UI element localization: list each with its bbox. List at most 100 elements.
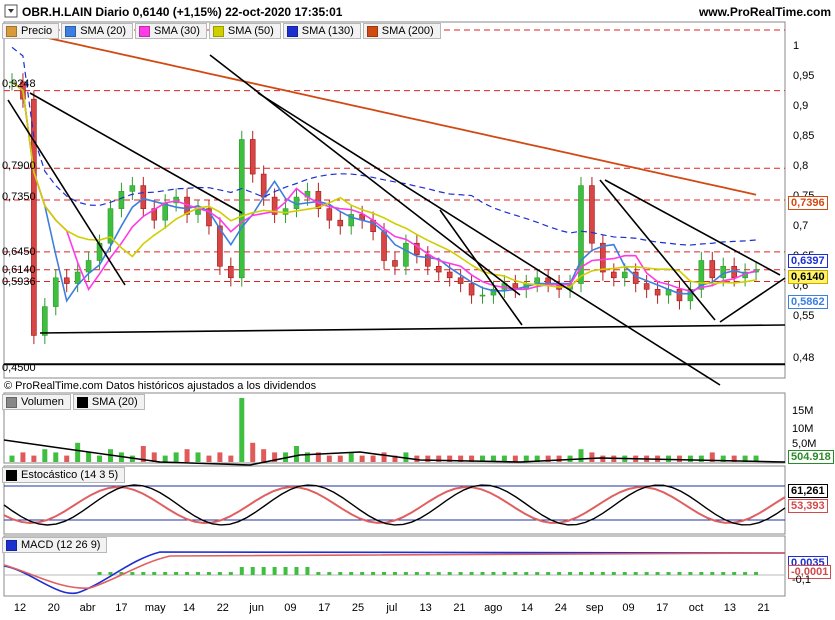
macd-histogram-bar — [578, 572, 583, 575]
legend-sma200[interactable]: SMA (200) — [362, 23, 441, 39]
macd-histogram-bar — [677, 572, 682, 575]
macd-histogram-bar — [119, 572, 124, 575]
legend-volumen[interactable]: Volumen — [2, 394, 71, 410]
axis-tick: 5,0M — [792, 438, 817, 450]
macd-histogram-bar — [403, 572, 408, 575]
volume-sma-line — [3, 439, 786, 466]
candle — [600, 242, 606, 273]
volume-bar — [589, 452, 595, 462]
header-bar: OBR.H.LAIN Diario 0,6140 (+1,15%) 22-oct… — [0, 0, 835, 22]
candle — [217, 225, 223, 267]
volume-bar — [490, 455, 496, 462]
menu-icon[interactable] — [4, 4, 18, 18]
macd-histogram-bar — [371, 572, 376, 575]
legend-sma30[interactable]: SMA (30) — [135, 23, 207, 39]
level-label: 0,5936 — [2, 276, 36, 288]
macd-histogram-bar — [732, 572, 737, 575]
candle — [698, 260, 705, 290]
macd-histogram-bar — [196, 572, 201, 575]
candle — [720, 265, 727, 279]
volume-bar — [512, 455, 518, 462]
macd-histogram-bar — [524, 572, 529, 575]
legend-stochastic[interactable]: Estocástico (14 3 5) — [2, 467, 126, 483]
legend-precio[interactable]: Precio — [2, 23, 60, 39]
candle — [479, 294, 486, 297]
candle — [392, 260, 398, 267]
volume-bar — [228, 455, 234, 462]
volume-bar — [753, 455, 759, 462]
macd-histogram-bar — [261, 567, 266, 575]
volume-value: 504.918 — [788, 450, 834, 464]
macd-histogram-bar — [655, 572, 660, 575]
volume-bar — [86, 452, 92, 462]
x-axis-label: 13 — [724, 602, 736, 614]
stoch-k-line — [3, 484, 786, 526]
legend-macd[interactable]: MACD (12 26 9) — [2, 537, 108, 553]
level-label: 0,7900 — [2, 160, 36, 172]
volume-bar — [359, 455, 365, 462]
macd-histogram-bar — [228, 572, 233, 575]
macd-histogram-bar — [480, 572, 485, 575]
x-axis-label: jun — [248, 602, 264, 614]
trend-line — [39, 324, 786, 334]
sma30-line — [11, 81, 757, 293]
macd-histogram-bar — [425, 572, 430, 575]
volume-bar — [698, 455, 704, 462]
macd-histogram-bar — [469, 572, 474, 575]
volume-bar — [556, 455, 562, 462]
legend-sma130[interactable]: SMA (130) — [282, 23, 361, 39]
macd-histogram-bar — [710, 572, 715, 575]
volume-bar — [42, 449, 48, 462]
macd-histogram-bar — [272, 567, 277, 575]
candle — [621, 271, 628, 279]
x-axis-label: 14 — [183, 602, 195, 614]
macd-histogram-bar — [414, 572, 419, 575]
level-label: 0,4500 — [2, 362, 36, 374]
macd-histogram-bar — [721, 572, 726, 575]
candle — [42, 306, 48, 336]
macd-histogram-bar — [688, 572, 693, 575]
level-label: 0,7350 — [2, 191, 36, 203]
site-url[interactable]: www.ProRealTime.com — [698, 5, 831, 19]
macd-signal-value: -0,0001 — [788, 565, 832, 579]
axis-tick: 0,48 — [793, 352, 815, 364]
candle — [107, 208, 114, 244]
macd-histogram-bar — [382, 572, 387, 575]
volume-bar — [195, 452, 201, 462]
candle — [654, 289, 661, 296]
candle — [151, 208, 158, 221]
trend-line — [719, 277, 786, 323]
level-label: 0,9248 — [2, 78, 36, 90]
volume-bar — [151, 452, 157, 462]
axis-tick: 0,55 — [793, 310, 815, 322]
candle — [414, 242, 420, 256]
legend-sma20[interactable]: SMA (20) — [61, 23, 134, 39]
macd-histogram-bar — [699, 572, 704, 575]
volume-bar — [480, 455, 486, 462]
sma200-line — [11, 29, 757, 196]
macd-histogram-bar — [458, 572, 463, 575]
axis-tick: 10M — [792, 423, 814, 435]
candle — [140, 185, 147, 209]
legend-volume-sma20[interactable]: SMA (20) — [72, 394, 145, 410]
x-axis-label: 09 — [622, 602, 634, 614]
macd-histogram-bar — [239, 567, 244, 575]
volume-bar — [217, 452, 223, 462]
trend-line — [604, 179, 781, 276]
close-value: 0,6140 — [788, 270, 828, 284]
macd-histogram-bar — [546, 572, 551, 575]
chart-title: OBR.H.LAIN Diario 0,6140 (+1,15%) 22-oct… — [22, 5, 343, 19]
candle — [348, 214, 355, 227]
macd-histogram-bar — [502, 572, 507, 575]
volume-bar — [425, 455, 431, 462]
candle — [589, 185, 595, 244]
macd-histogram-bar — [294, 567, 299, 575]
candle — [534, 277, 541, 284]
legend-sma50[interactable]: SMA (50) — [208, 23, 281, 39]
volume-bar — [501, 455, 507, 462]
volume-bar — [239, 398, 245, 462]
candle — [446, 271, 453, 279]
candle — [643, 283, 650, 290]
volume-bar — [381, 452, 387, 462]
